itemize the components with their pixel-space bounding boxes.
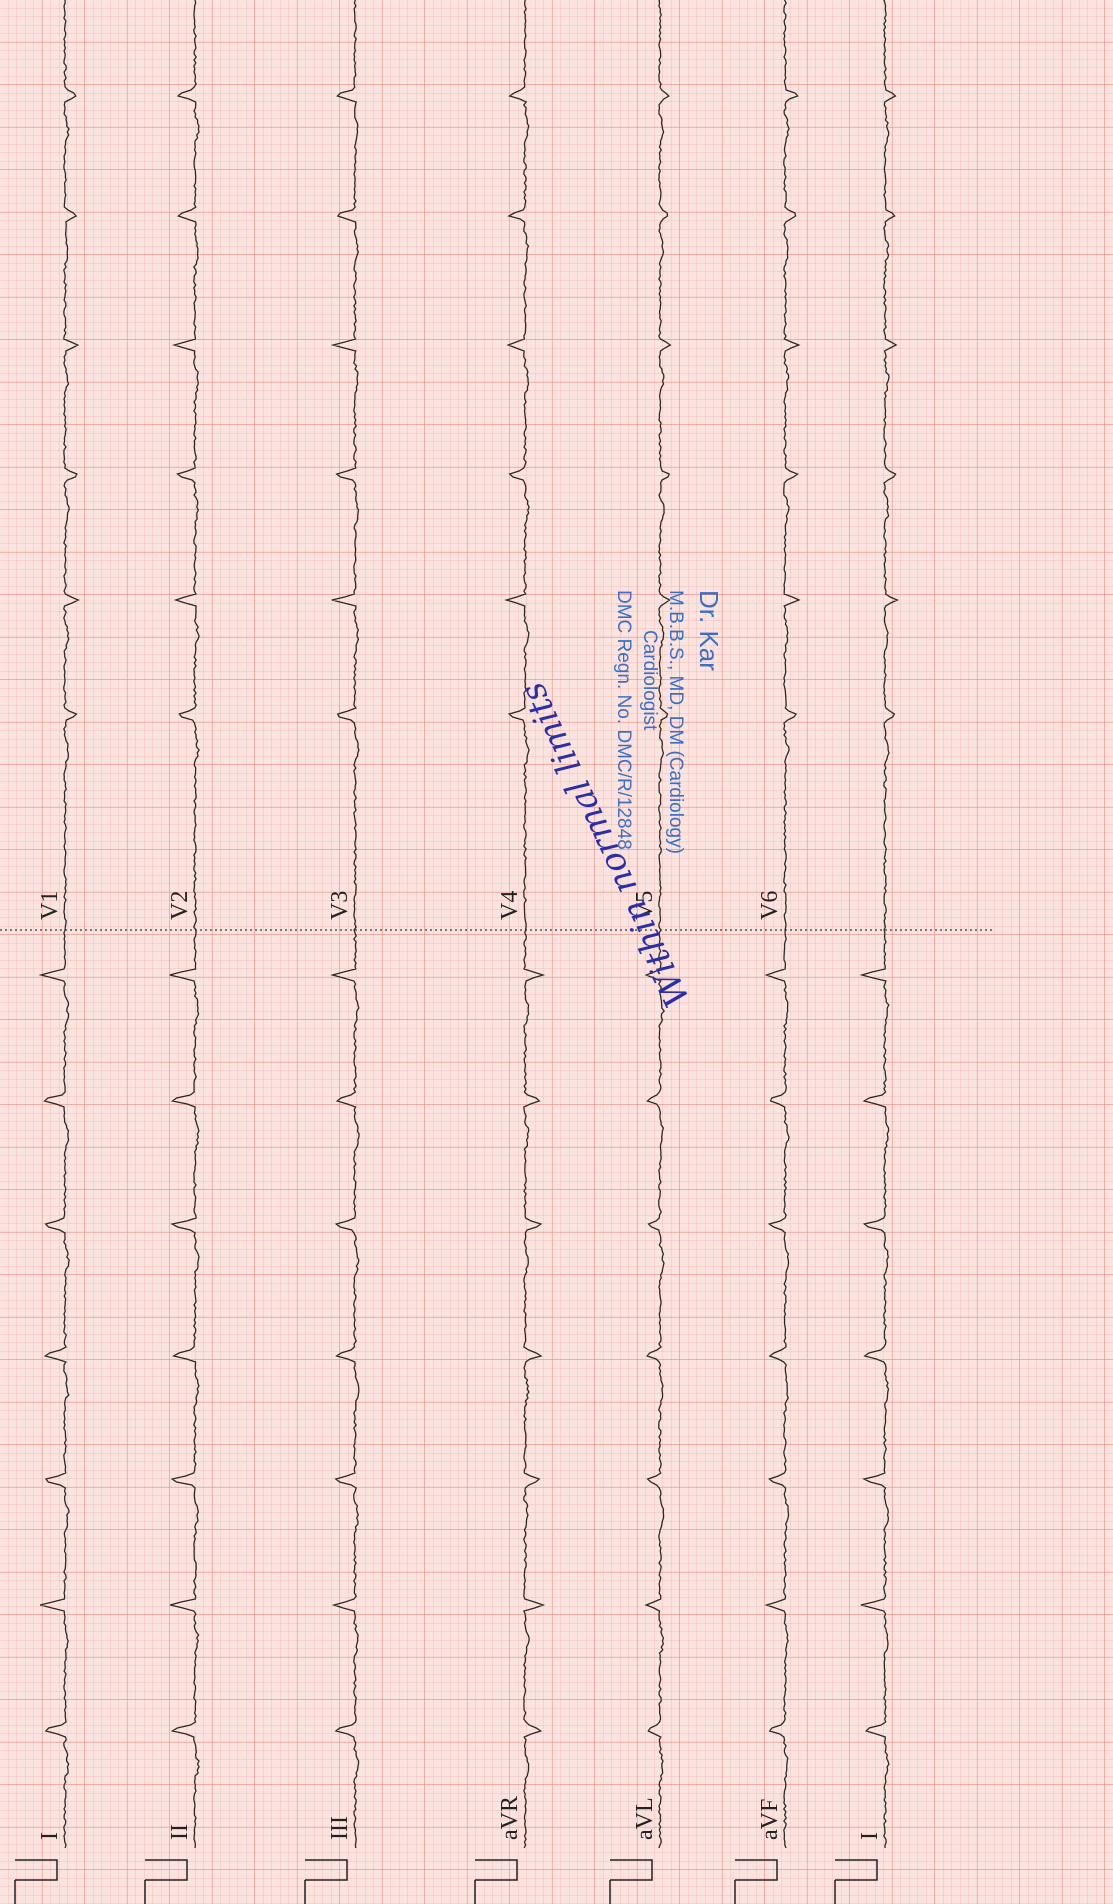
lead-label: V1	[37, 891, 63, 920]
lead-label: V4	[497, 891, 523, 920]
lead-label: aVF	[757, 1799, 783, 1840]
grid	[0, 0, 1113, 1904]
lead-label: V2	[167, 891, 193, 920]
stamp-line: M.B.B.S., MD, DM (Cardiology)	[665, 590, 686, 854]
lead-label: I	[857, 1832, 883, 1840]
stamp-line: DMC Regn. No. DMC/R/12848	[613, 590, 634, 850]
lead-label: III	[327, 1816, 353, 1840]
lead-label: aVL	[632, 1797, 658, 1840]
stamp-line: Dr. Kar	[694, 590, 724, 671]
lead-label: aVR	[497, 1796, 523, 1840]
lead-label: I	[37, 1832, 63, 1840]
lead-label: V3	[327, 891, 353, 920]
ecg-sheet: IIIIIIaVRaVLaVFIV1V2V3V4V5V6 Within norm…	[0, 0, 1113, 1904]
lead-label: V6	[757, 891, 783, 920]
page: {"lead_labels":["I","II","III","aVR","aV…	[0, 0, 1113, 1904]
lead-label: II	[167, 1824, 193, 1840]
stamp-line: Cardiologist	[639, 630, 660, 731]
